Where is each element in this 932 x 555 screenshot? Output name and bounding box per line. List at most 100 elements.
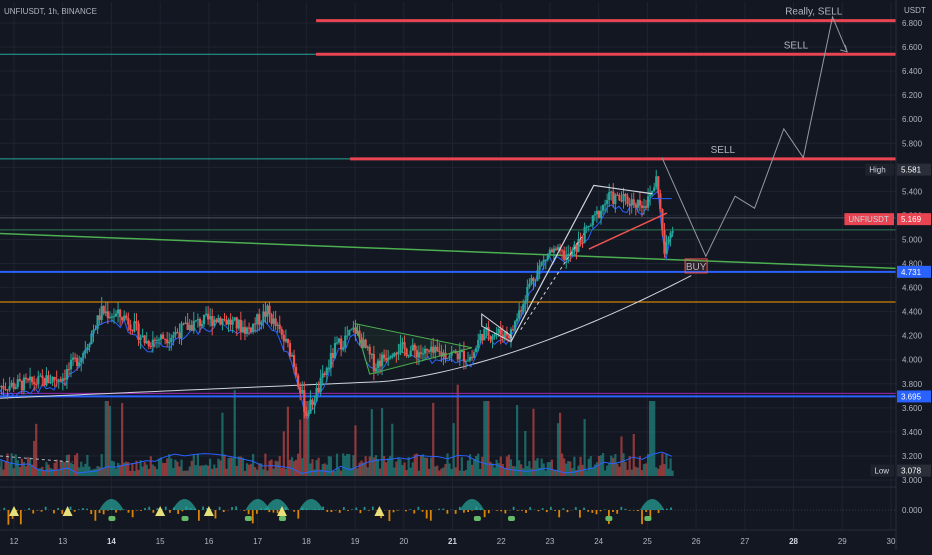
candle-body xyxy=(11,383,13,386)
volume-bar xyxy=(250,464,252,476)
candle-body xyxy=(305,412,307,416)
candle-body xyxy=(270,314,272,324)
volume-bar xyxy=(573,457,575,476)
volume-bar xyxy=(475,456,477,476)
volume-bar xyxy=(244,471,246,476)
candle-body xyxy=(15,387,17,389)
candle-body xyxy=(121,317,123,320)
signal-dot xyxy=(644,516,651,521)
indicator-bar xyxy=(484,510,486,517)
candle-body xyxy=(614,195,616,204)
volume-bar xyxy=(418,471,420,476)
volume-bar xyxy=(618,467,620,476)
candle-body xyxy=(41,376,43,378)
volume-bar xyxy=(160,457,162,476)
indicator-bar xyxy=(542,508,544,510)
volume-bar xyxy=(496,460,498,476)
indicator-bar xyxy=(513,507,515,510)
y-tick-label: 4.400 xyxy=(902,308,923,317)
indicator-bar xyxy=(248,510,250,514)
candle-body xyxy=(328,368,330,369)
candle-body xyxy=(479,334,481,340)
candle-body xyxy=(64,378,66,379)
candle-body xyxy=(541,262,543,265)
volume-bar xyxy=(340,471,342,476)
candle-body xyxy=(350,329,352,330)
candle-body xyxy=(13,383,15,389)
volume-bar xyxy=(326,465,328,476)
volume-bar xyxy=(645,463,647,476)
candle-body xyxy=(620,200,622,201)
volume-bar xyxy=(187,471,189,476)
candle-body xyxy=(131,330,133,331)
candle-body xyxy=(129,325,131,331)
indicator-bar xyxy=(339,510,341,513)
candle xyxy=(598,210,600,218)
indicator-bar xyxy=(157,508,159,510)
y-tick-label: 6.000 xyxy=(902,115,923,124)
indicator-bar xyxy=(612,510,614,512)
candle-body xyxy=(661,209,663,230)
candle-body xyxy=(326,368,328,375)
indicator-bar xyxy=(393,510,395,512)
candle-body xyxy=(295,367,297,375)
candle-body xyxy=(645,206,647,208)
indicator-bar xyxy=(165,507,167,510)
candle-body xyxy=(215,320,217,322)
volume-bar xyxy=(291,457,293,476)
volume-bar xyxy=(318,458,320,476)
candle-body xyxy=(293,355,295,367)
candle-body xyxy=(457,353,459,359)
candle-body xyxy=(577,239,579,252)
volume-bar xyxy=(510,459,512,476)
indicator-bar xyxy=(546,510,548,512)
volume-bar xyxy=(205,465,207,476)
candle-body xyxy=(234,317,236,320)
volume-bar xyxy=(401,465,403,476)
volume-bar xyxy=(493,468,495,476)
indicator-bar xyxy=(538,510,540,511)
x-tick-label: 15 xyxy=(156,537,165,546)
volume-bar xyxy=(101,454,103,476)
volume-bar xyxy=(148,469,150,476)
indicator-bar xyxy=(625,509,627,510)
volume-bar xyxy=(391,424,393,476)
volume-bar xyxy=(56,459,58,476)
volume-bar xyxy=(43,471,45,476)
candle-body xyxy=(487,327,489,336)
indicator-bar xyxy=(417,507,419,510)
volume-bar xyxy=(602,453,604,476)
candle-body xyxy=(103,306,105,313)
volume-bar xyxy=(78,467,80,476)
candle-body xyxy=(27,379,29,380)
x-tick-label: 27 xyxy=(740,537,749,546)
volume-bar xyxy=(348,454,350,476)
indicator-bar xyxy=(517,510,519,511)
candle-body xyxy=(174,332,176,335)
indicator-bar xyxy=(252,510,254,523)
volume-bar xyxy=(534,460,536,476)
candle-body xyxy=(47,375,49,383)
candle-body xyxy=(551,250,553,253)
volume-bar xyxy=(60,460,62,476)
candle-body xyxy=(164,339,166,340)
volume-bar xyxy=(477,454,479,476)
indicator-bar xyxy=(70,507,72,510)
volume-bar xyxy=(440,469,442,476)
volume-bar xyxy=(266,471,268,476)
candle-body xyxy=(307,414,309,416)
candle-body xyxy=(187,323,189,330)
candle-body xyxy=(180,323,182,338)
candle-body xyxy=(88,344,90,347)
volume-bar xyxy=(565,464,567,476)
candle-body xyxy=(657,176,659,193)
indicator-bar xyxy=(583,508,585,510)
candle-body xyxy=(240,320,242,332)
volume-bar xyxy=(579,457,581,476)
candle-body xyxy=(197,319,199,320)
volume-bar xyxy=(393,468,395,476)
indicator-bar xyxy=(28,508,30,510)
volume-bar xyxy=(133,471,135,476)
candle-body xyxy=(260,322,262,325)
